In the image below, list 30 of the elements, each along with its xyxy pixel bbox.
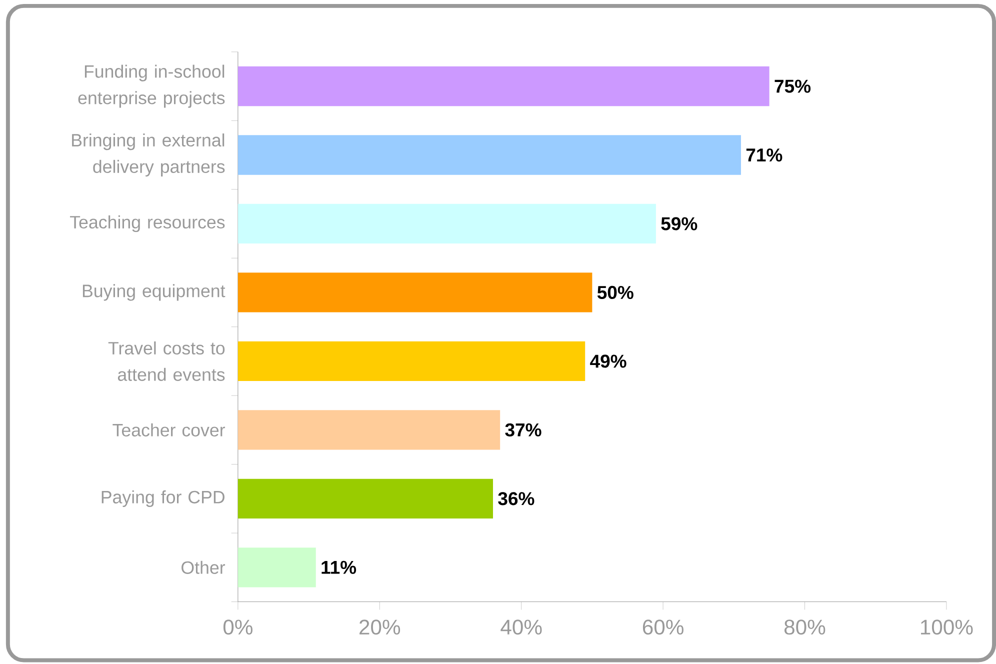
y-tick-label: Other [182, 560, 226, 574]
y-tick-label: Teacher cover [112, 423, 226, 436]
data-label: 71% [746, 148, 782, 162]
x-tick-label: 100% [921, 620, 973, 635]
y-tick-label: Funding in-school enterprise projects [78, 64, 225, 108]
y-tick-label: Buying equipment [82, 284, 226, 301]
data-label: 49% [590, 354, 626, 368]
y-tick-label: Paying for CPD [102, 490, 224, 507]
bar [238, 66, 770, 106]
x-tick-label: 0% [223, 620, 252, 635]
data-label: 37% [505, 423, 542, 436]
data-label: 59% [661, 217, 698, 230]
data-label: 50% [597, 286, 634, 299]
bar [238, 204, 656, 244]
bar [238, 135, 741, 175]
bar [238, 478, 493, 518]
y-tick-label: Travel costs to attend events [108, 341, 225, 381]
data-label: 11% [322, 560, 356, 574]
data-label: 75% [774, 80, 811, 93]
bar [238, 410, 500, 450]
bar [238, 547, 316, 588]
x-tick-label: 20% [360, 620, 400, 635]
x-tick-label: 40% [500, 620, 542, 635]
y-tick-label: Bringing in external delivery partners [72, 133, 225, 176]
x-tick-label: 60% [642, 620, 684, 635]
data-label: 36% [498, 492, 534, 506]
bar [238, 341, 586, 381]
y-tick-label: Teaching resources [70, 215, 225, 232]
x-tick-label: 80% [784, 620, 826, 635]
bar [238, 272, 592, 312]
